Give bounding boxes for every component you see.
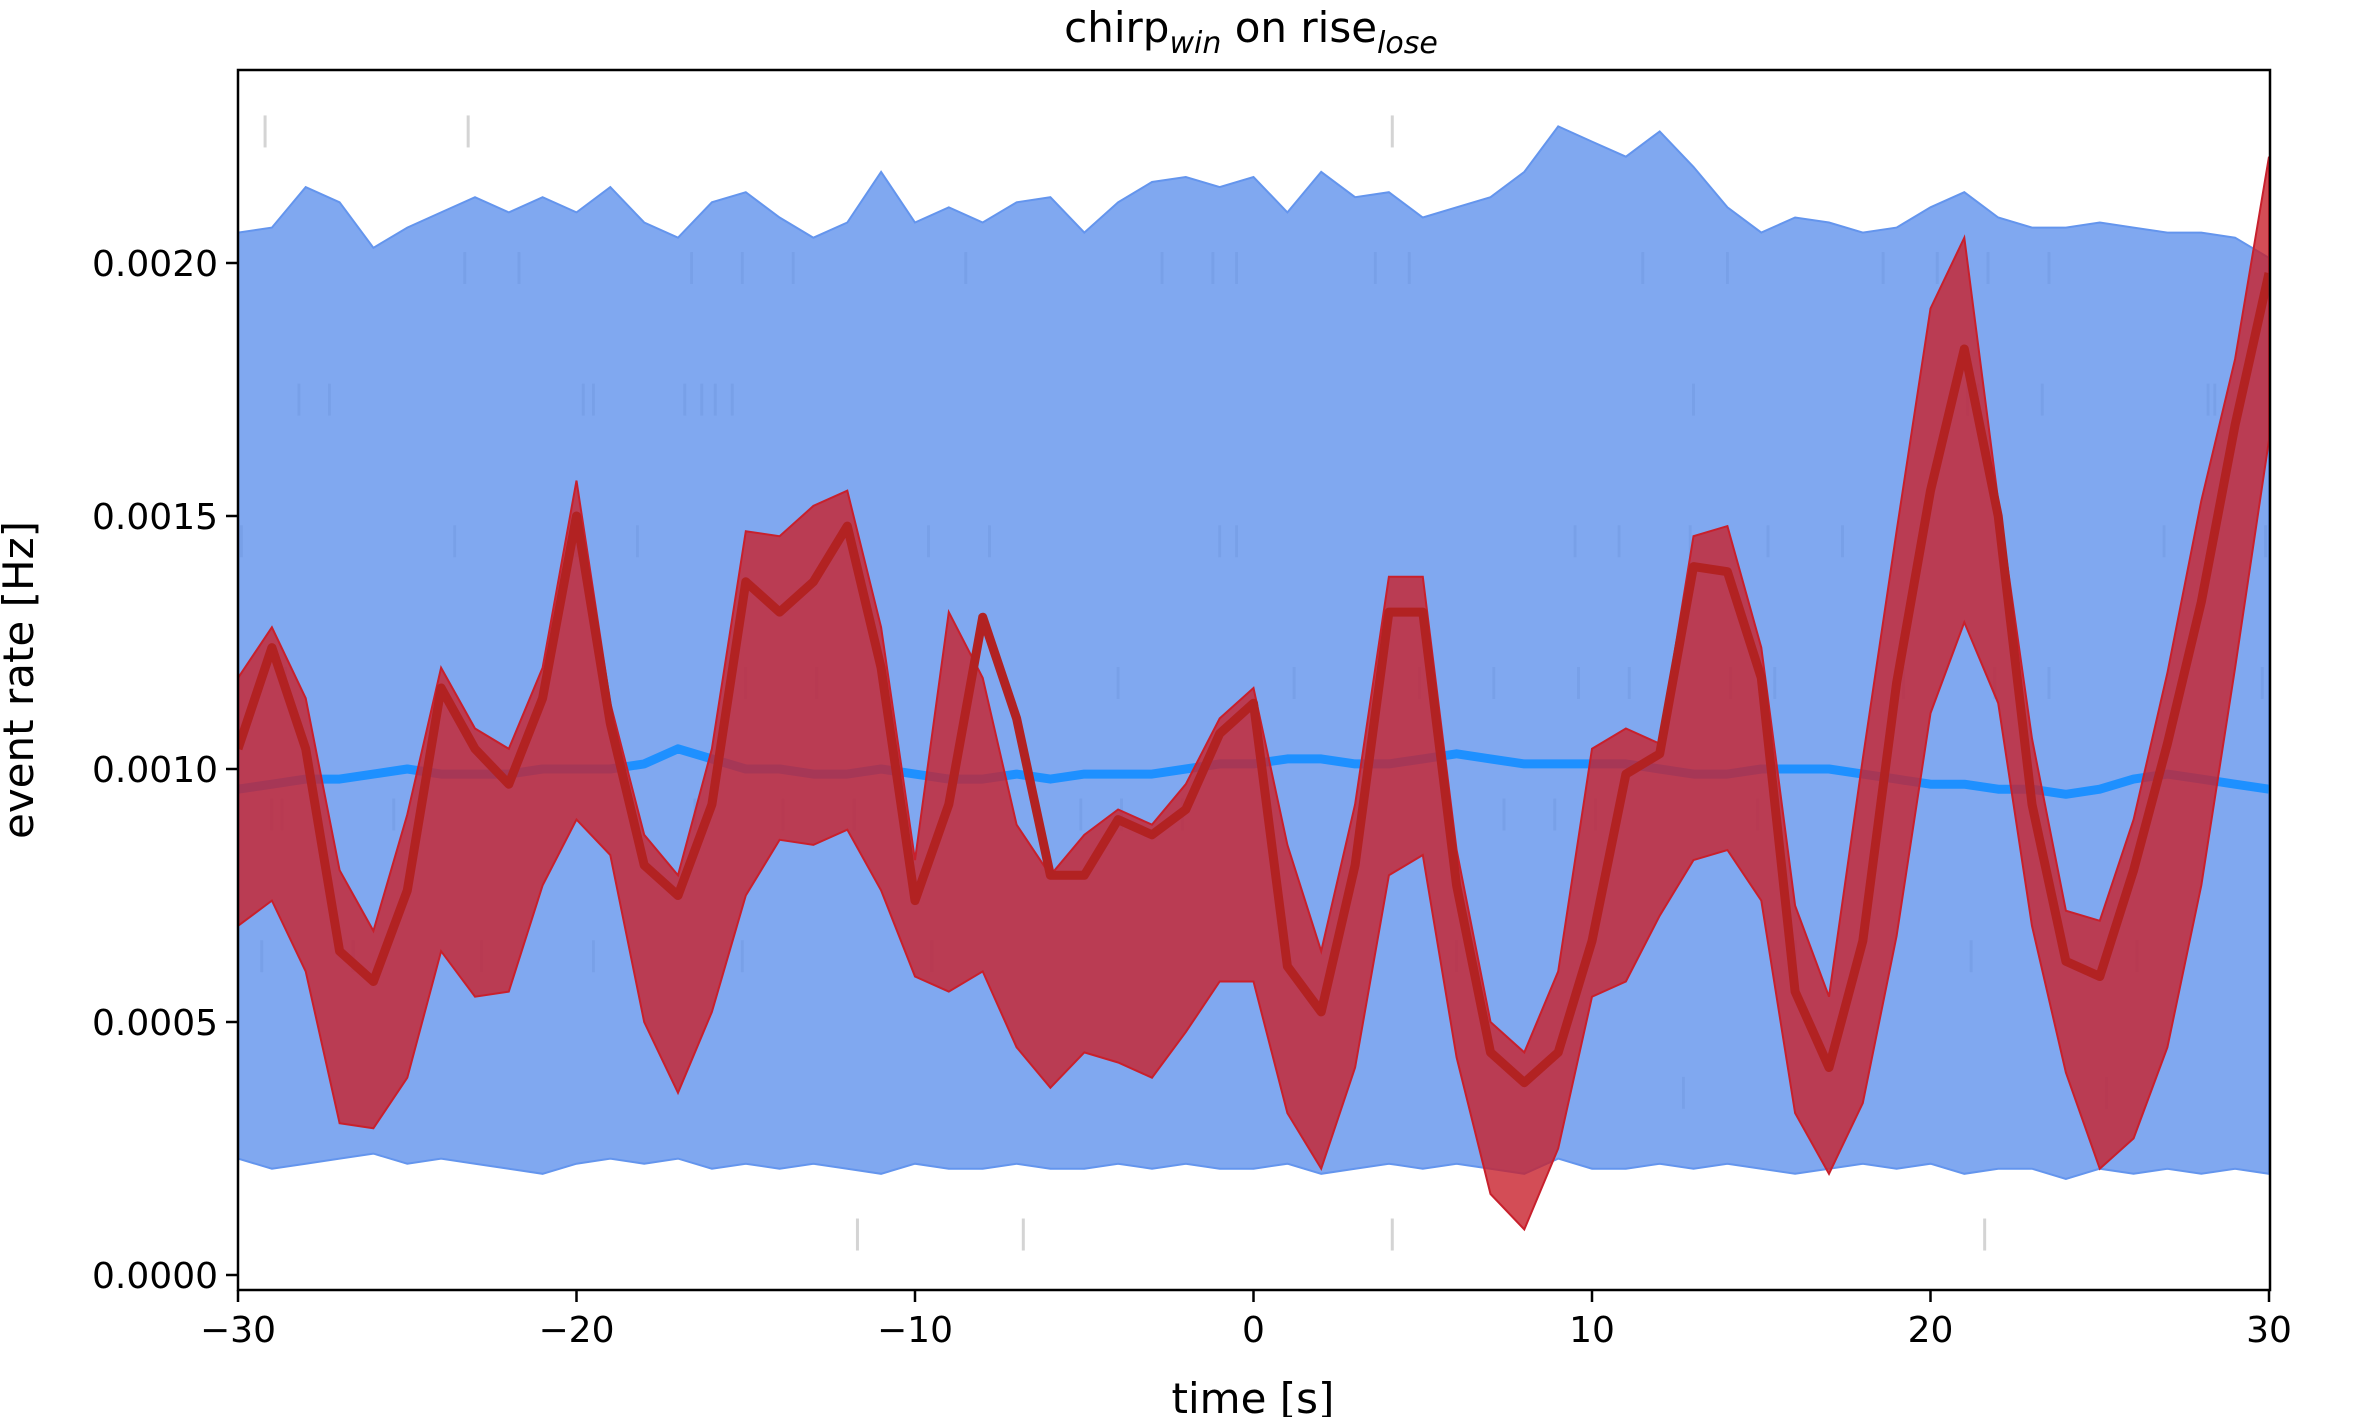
x-tick-label: 0	[1242, 1310, 1265, 1351]
y-tick-label: 0.0000	[92, 1256, 218, 1297]
x-tick-label: 30	[2246, 1310, 2292, 1351]
x-axis-label: time [s]	[1172, 1374, 1335, 1417]
x-tick-label: 20	[1908, 1310, 1954, 1351]
x-tick-label: −30	[200, 1310, 276, 1351]
observed-rate-line	[238, 272, 2270, 1088]
y-tick-label: 0.0015	[92, 497, 218, 538]
x-tick-label: −10	[877, 1310, 953, 1351]
x-axis: −30 −20 −10 0 10 20 30	[200, 1290, 2292, 1351]
y-axis: 0.0000 0.0005 0.0010 0.0015 0.0020	[92, 244, 238, 1297]
y-tick-label: 0.0005	[92, 1003, 218, 1044]
plot-area	[238, 115, 2270, 1251]
y-axis-label: event rate [Hz]	[0, 521, 43, 839]
chart-title: chirpwin on riselose	[1064, 3, 1438, 61]
x-tick-label: 10	[1569, 1310, 1615, 1351]
x-tick-label: −20	[539, 1310, 615, 1351]
y-tick-label: 0.0020	[92, 244, 218, 285]
y-tick-label: 0.0010	[92, 750, 218, 791]
